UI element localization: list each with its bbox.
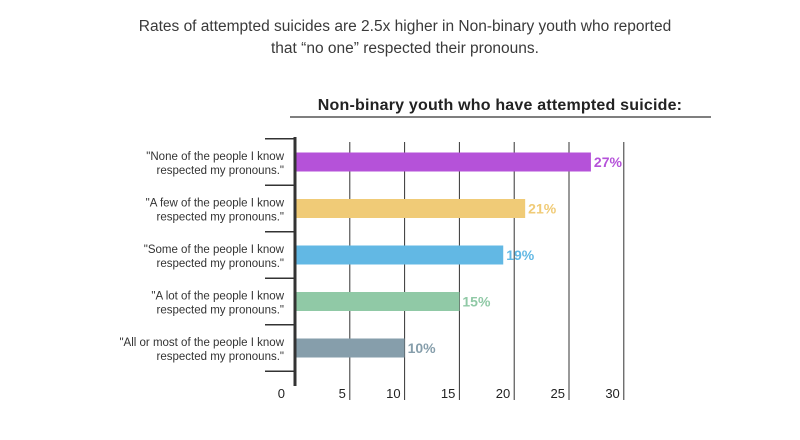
x-tick-label: 20 xyxy=(496,386,510,401)
category-label: "Some of the people I know respected my p… xyxy=(144,244,285,270)
category-label: "A few of the people I know respected my … xyxy=(146,198,285,224)
x-tick-label: 5 xyxy=(339,386,346,401)
bar-value-label: 15% xyxy=(462,294,491,310)
x-tick-label: 0 xyxy=(278,386,285,401)
category-label: "None of the people I know respected my p… xyxy=(146,151,284,177)
bar-value-label: 19% xyxy=(506,247,535,263)
chart-title: Non-binary youth who have attempted suic… xyxy=(318,97,682,114)
bar xyxy=(295,152,591,172)
bar xyxy=(295,245,504,265)
y-axis xyxy=(265,137,297,386)
caption-line-1: Rates of attempted suicides are 2.5x hig… xyxy=(139,18,671,35)
category-label: "A lot of the people I know respected my … xyxy=(151,291,284,317)
x-tick-label: 25 xyxy=(551,386,565,401)
grid-lines xyxy=(349,142,625,400)
x-tick-label: 15 xyxy=(441,386,455,401)
x-axis-ticks: 0 5 10 15 20 25 30 xyxy=(278,386,620,401)
bars: 27% 21% 19% 15% 10% xyxy=(295,152,623,358)
bar xyxy=(295,338,405,358)
bar-value-label: 27% xyxy=(594,154,623,170)
category-labels: "None of the people I know respected my p… xyxy=(119,151,284,363)
x-tick-label: 30 xyxy=(605,386,619,401)
x-tick-label: 10 xyxy=(386,386,400,401)
bar xyxy=(295,199,526,218)
bar-value-label: 10% xyxy=(408,340,437,356)
caption-line-2: that “no one” respected their pronouns. xyxy=(271,40,539,57)
bar-value-label: 21% xyxy=(528,201,557,217)
bar xyxy=(295,292,460,311)
category-label: "All or most of the people I know respect… xyxy=(119,337,284,363)
